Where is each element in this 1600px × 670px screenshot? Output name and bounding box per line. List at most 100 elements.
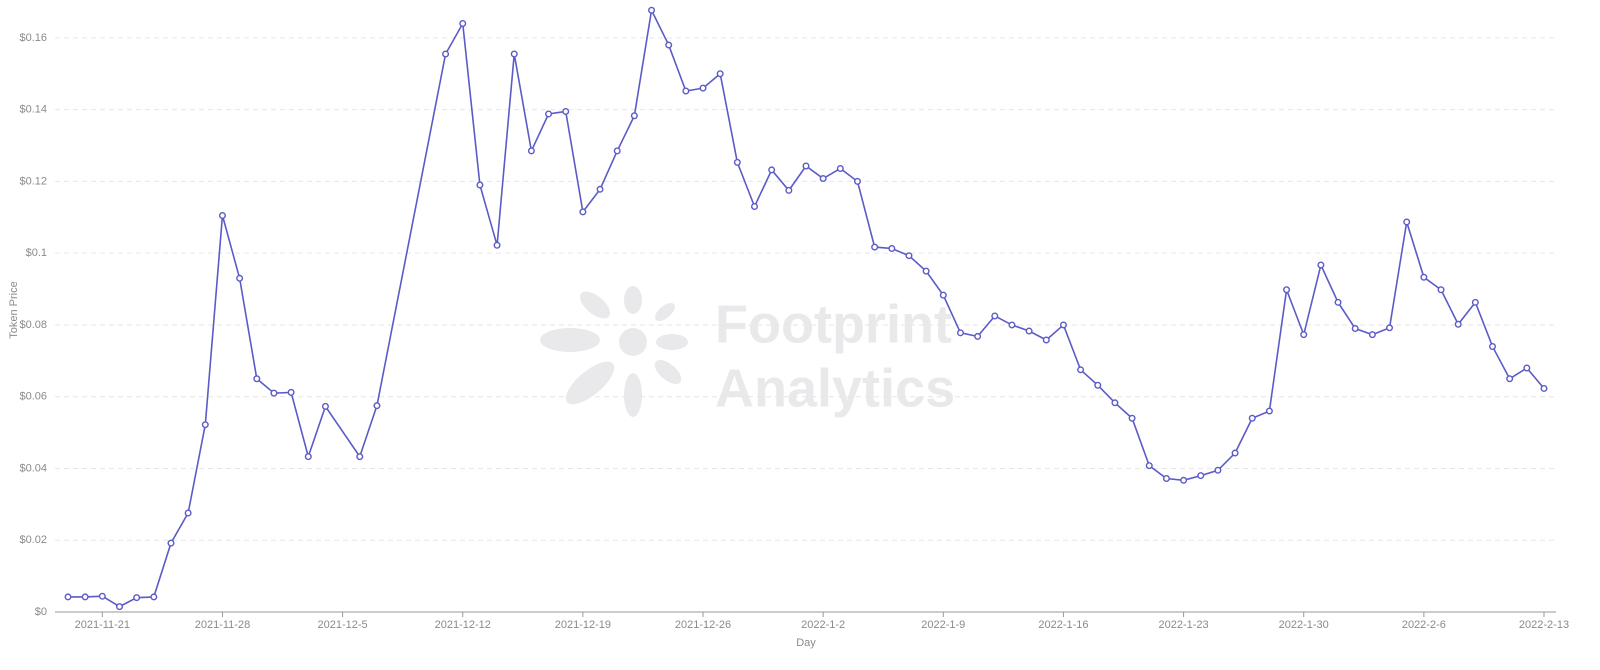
x-axis-label: Day (796, 637, 816, 649)
point (1471, 298, 1479, 306)
point (785, 186, 793, 194)
point (64, 593, 72, 601)
point (98, 592, 106, 600)
point (974, 332, 982, 340)
point (1197, 472, 1205, 480)
x-tick-label: 2021-12-5 (318, 619, 368, 631)
point (304, 453, 312, 461)
point (1265, 407, 1273, 415)
y-tick-label: $0.04 (19, 462, 47, 474)
point (1145, 462, 1153, 470)
point (1420, 273, 1428, 281)
point (768, 166, 776, 174)
point (253, 375, 261, 383)
point (81, 593, 89, 601)
point (1248, 414, 1256, 422)
y-tick-label: $0.02 (19, 534, 47, 546)
point (1317, 261, 1325, 269)
point (356, 453, 364, 461)
watermark: Footprint (715, 294, 952, 354)
point (888, 245, 896, 253)
x-tick-label: 2021-11-28 (195, 619, 250, 631)
point (527, 147, 535, 155)
watermark-logo (540, 286, 688, 417)
point (733, 158, 741, 166)
point (1386, 324, 1394, 332)
point (1214, 466, 1222, 474)
watermark: Analytics (715, 358, 955, 418)
point (648, 6, 656, 14)
point (510, 50, 518, 58)
x-tick-label: 2022-1-16 (1038, 619, 1088, 631)
point (1231, 449, 1239, 457)
point (1523, 364, 1531, 372)
point (1094, 381, 1102, 389)
x-tick-label: 2022-2-13 (1519, 619, 1569, 631)
point (1437, 286, 1445, 294)
point (476, 181, 484, 189)
point (1403, 218, 1411, 226)
point (442, 50, 450, 58)
point (905, 252, 913, 260)
y-tick-label: $0.12 (19, 175, 47, 187)
x-tick-label: 2022-1-30 (1279, 619, 1329, 631)
point (373, 402, 381, 410)
point (1077, 366, 1085, 374)
point (1025, 327, 1033, 335)
point (956, 329, 964, 337)
point (201, 421, 209, 429)
point (596, 185, 604, 193)
point (1180, 476, 1188, 484)
point (287, 388, 295, 396)
point (1042, 336, 1050, 344)
point (699, 84, 707, 92)
point (1283, 286, 1291, 294)
point (150, 593, 158, 601)
point (1059, 321, 1067, 329)
point (1300, 331, 1308, 339)
point (167, 539, 175, 547)
x-tick-label: 2022-1-23 (1159, 619, 1209, 631)
point (1506, 375, 1514, 383)
point (716, 70, 724, 78)
y-tick-label: $0 (35, 606, 47, 618)
x-tick-label: 2021-12-19 (555, 619, 611, 631)
point (218, 211, 226, 219)
point (115, 603, 123, 611)
point (1162, 475, 1170, 483)
x-tick-label: 2021-12-12 (435, 619, 491, 631)
point (562, 107, 570, 115)
y-tick-label: $0.16 (19, 32, 47, 44)
y-axis-label: Token Price (8, 281, 20, 338)
point (133, 594, 141, 602)
x-tick-label: 2021-11-21 (75, 619, 130, 631)
point (1368, 331, 1376, 339)
point (836, 164, 844, 172)
point (1334, 298, 1342, 306)
point (665, 41, 673, 49)
point (819, 175, 827, 183)
point (545, 110, 553, 118)
point (459, 20, 467, 28)
point (270, 389, 278, 397)
point (1111, 399, 1119, 407)
point (751, 203, 759, 211)
point (1351, 325, 1359, 333)
y-tick-label: $0.06 (19, 391, 47, 403)
point (1128, 414, 1136, 422)
point (802, 162, 810, 170)
point (682, 87, 690, 95)
point (321, 402, 329, 410)
point (853, 177, 861, 185)
point (1489, 342, 1497, 350)
point (1008, 321, 1016, 329)
point (922, 267, 930, 275)
point (991, 312, 999, 320)
point (579, 208, 587, 216)
x-tick-label: 2022-1-9 (921, 619, 965, 631)
y-tick-label: $0.1 (26, 247, 47, 259)
point (493, 241, 501, 249)
x-tick-label: 2022-2-6 (1402, 619, 1446, 631)
point (184, 509, 192, 517)
